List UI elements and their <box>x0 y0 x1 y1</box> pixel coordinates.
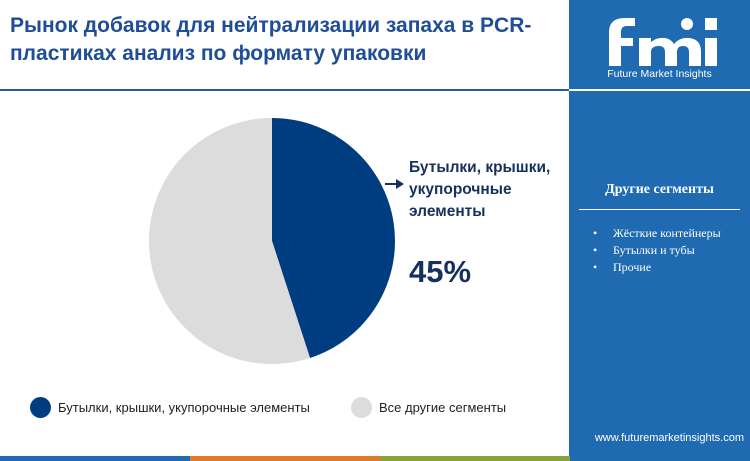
logo-mark-text: fmi <box>660 61 662 63</box>
footer-stripe-blue-right <box>570 456 750 461</box>
other-segments-divider <box>579 209 740 210</box>
legend-label-primary: Бутылки, крышки, укупорочные элементы <box>58 399 310 415</box>
other-segments-list: Жёсткие контейнеры Бутылки и тубы Прочие <box>593 225 743 276</box>
callout-label: Бутылки, крышки, укупорочные элементы <box>409 159 551 220</box>
page-title: Рынок добавок для нейтрализации запаха в… <box>10 14 532 65</box>
pie-chart <box>148 118 404 365</box>
footer-stripe-green <box>380 456 570 461</box>
callout-value: 45% <box>409 254 472 289</box>
pie-slice-other-segments <box>148 118 311 365</box>
title-divider <box>0 89 569 91</box>
website-url: www.futuremarketinsights.com <box>594 432 744 444</box>
pie-slices <box>148 118 395 365</box>
legend-item-primary: Бутылки, крышки, укупорочные элементы <box>30 396 310 418</box>
sidebar: fmi Future Market Insights Другие сегмен… <box>569 0 750 461</box>
brand-name: Future Market Insights <box>607 68 712 80</box>
pie-slice-bottles-caps-closures <box>272 118 395 358</box>
sidebar-divider <box>569 89 750 91</box>
fmi-logo: fmi <box>609 18 717 66</box>
list-item: Прочие <box>593 259 743 276</box>
legend-swatch-secondary <box>351 396 372 418</box>
footer-stripe-blue <box>0 456 190 461</box>
legend-swatch-primary <box>30 396 51 418</box>
callout-arrow <box>385 179 404 189</box>
other-segments-heading: Другие сегменты <box>605 182 714 197</box>
footer-stripe-orange <box>190 456 380 461</box>
legend-item-secondary: Все другие сегменты <box>351 396 506 418</box>
legend-label-secondary: Все другие сегменты <box>379 399 507 415</box>
list-item: Жёсткие контейнеры <box>593 225 743 242</box>
list-item: Бутылки и тубы <box>593 242 743 259</box>
